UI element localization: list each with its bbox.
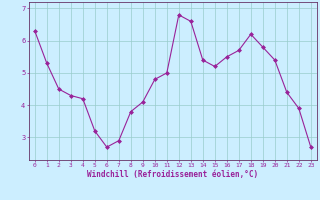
- X-axis label: Windchill (Refroidissement éolien,°C): Windchill (Refroidissement éolien,°C): [87, 170, 258, 179]
